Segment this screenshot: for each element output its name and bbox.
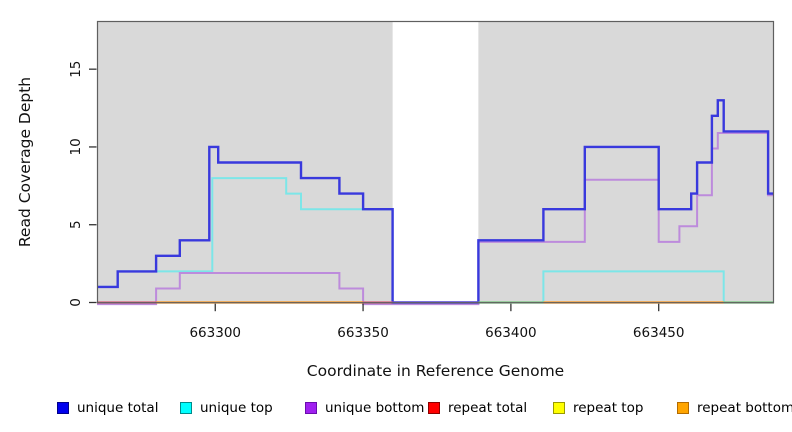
x-axis-title: Coordinate in Reference Genome xyxy=(306,362,565,380)
legend-item-label: unique top xyxy=(200,400,273,416)
legend-swatch-icon xyxy=(305,402,317,414)
legend-item-label: unique bottom xyxy=(325,400,425,416)
y-axis-tick-label: 15 xyxy=(68,61,84,78)
legend-item-repeat-top: repeat top xyxy=(553,399,643,417)
x-axis-tick-label: 663350 xyxy=(337,325,389,341)
legend-item-unique-bottom: unique bottom xyxy=(305,399,424,417)
y-axis-tick-label: 0 xyxy=(68,298,84,307)
y-axis-tick-label: 5 xyxy=(68,220,84,229)
x-axis-tick-label: 663400 xyxy=(485,325,537,341)
x-axis-tick-label: 663450 xyxy=(633,325,685,341)
legend-item-repeat-bottom: repeat bottom xyxy=(677,399,792,417)
legend-item-repeat-total: repeat total xyxy=(428,399,527,417)
plot-border-box xyxy=(96,20,775,304)
legend-item-label: repeat bottom xyxy=(697,400,792,416)
series-line-unique-bottom xyxy=(97,132,774,306)
legend: unique total unique top unique bottom re… xyxy=(0,399,792,419)
legend-item-label: repeat top xyxy=(573,400,644,416)
y-axis-tick-label: 10 xyxy=(68,138,84,155)
legend-item-unique-top: unique top xyxy=(180,399,273,417)
x-axis-tick-label: 663300 xyxy=(189,325,241,341)
y-axis-title: Read Coverage Depth xyxy=(16,76,34,248)
series-line-unique-total xyxy=(97,99,774,304)
series-line-unique-top xyxy=(97,177,774,304)
legend-swatch-icon xyxy=(180,402,192,414)
legend-item-label: unique total xyxy=(77,400,159,416)
legend-swatch-icon xyxy=(428,402,440,414)
legend-item-unique-total: unique total xyxy=(57,399,158,417)
legend-swatch-icon xyxy=(677,402,689,414)
legend-swatch-icon xyxy=(57,402,69,414)
legend-item-label: repeat total xyxy=(448,400,528,416)
legend-swatch-icon xyxy=(553,402,565,414)
coverage-gap-region xyxy=(392,21,479,304)
